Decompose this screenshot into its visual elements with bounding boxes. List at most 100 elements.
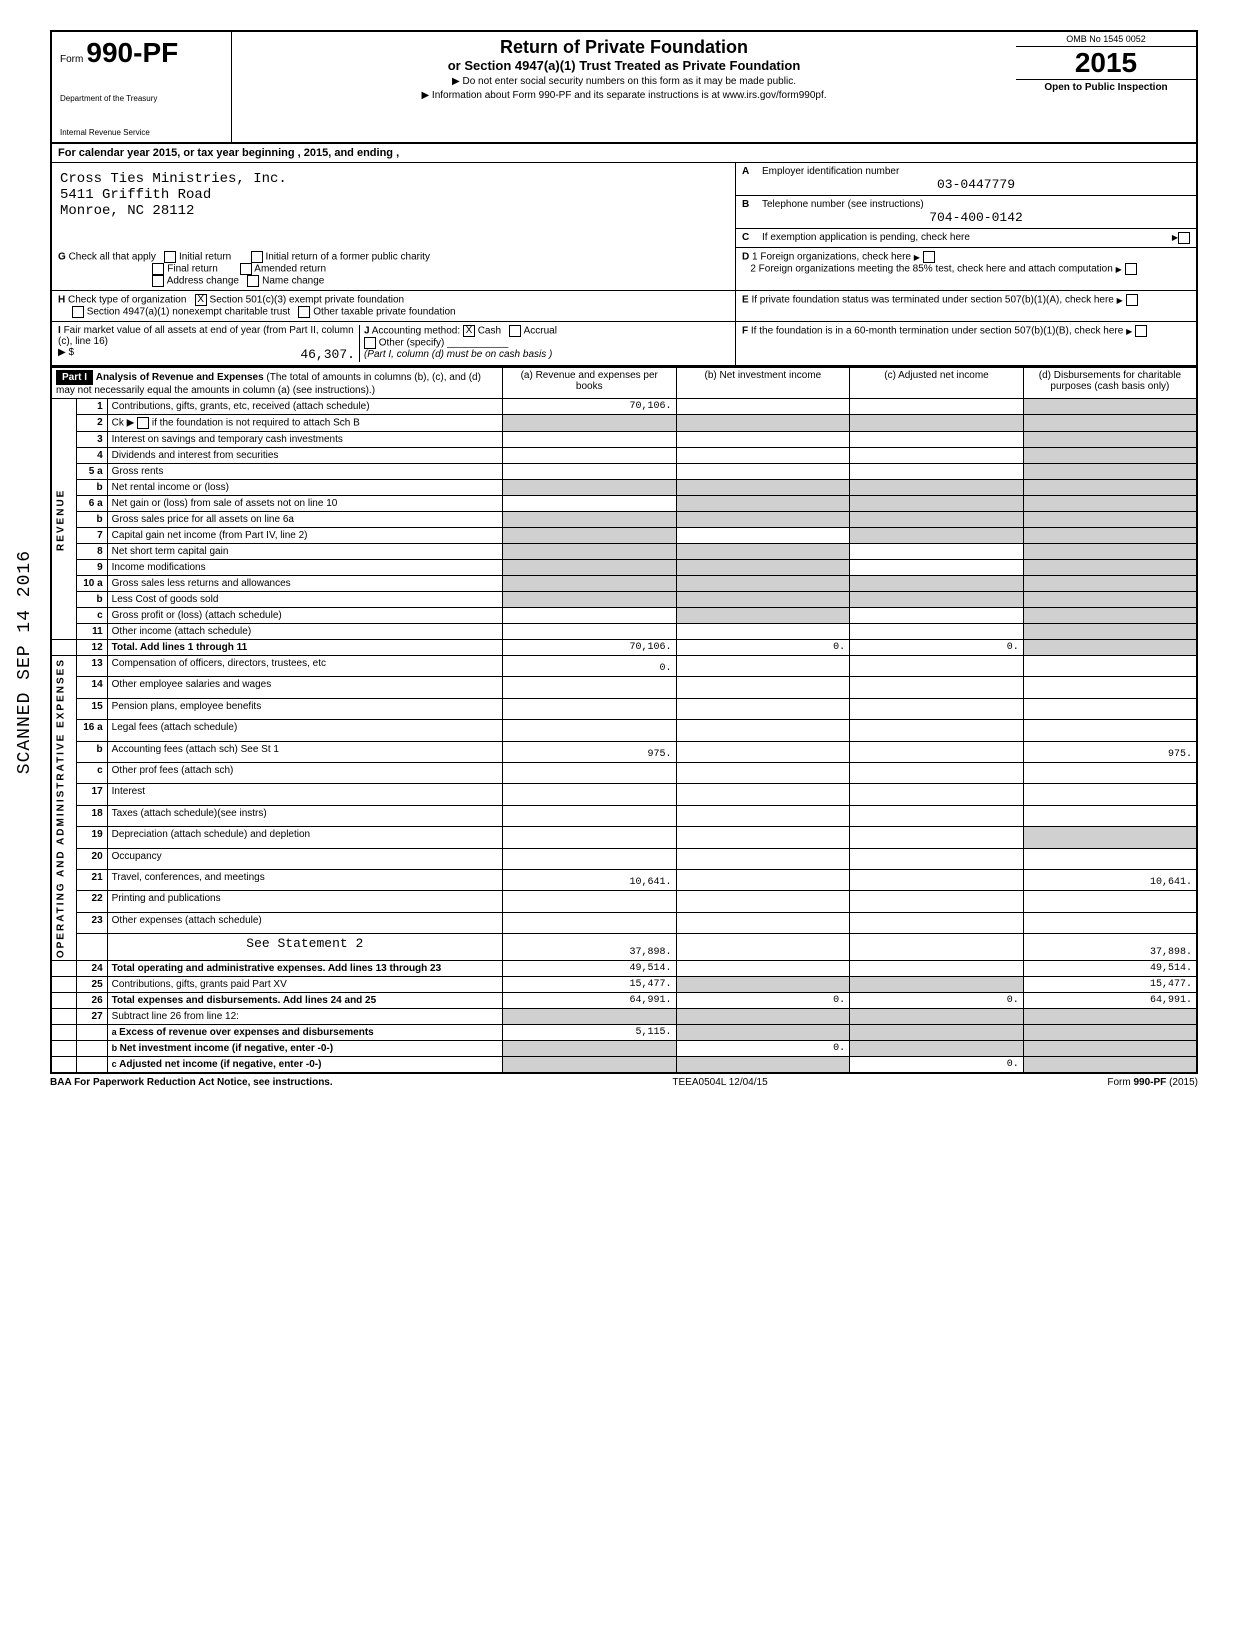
amt-21a: 10,641.: [502, 870, 676, 891]
line-desc: Other employee salaries and wages: [107, 677, 502, 698]
e-text: If private foundation status was termina…: [751, 295, 1113, 306]
checkbox-amended[interactable]: [240, 263, 252, 275]
stmt2-ref: See Statement 2: [107, 934, 502, 961]
amt-26d: 64,991.: [1023, 993, 1197, 1009]
checkbox-initial-former[interactable]: [251, 251, 263, 263]
checkbox-d1[interactable]: [923, 251, 935, 263]
checkbox-schb[interactable]: [137, 417, 149, 429]
line-desc: Depreciation (attach schedule) and deple…: [107, 827, 502, 848]
line-desc: Interest on savings and temporary cash i…: [107, 432, 502, 448]
d-label: D: [742, 252, 749, 263]
g-text: Check all that apply: [69, 252, 156, 263]
arrow-icon: [1116, 264, 1122, 275]
opt-addr: Address change: [167, 276, 239, 287]
ein-value: 03-0447779: [762, 177, 1190, 192]
amt-24a: 49,514.: [502, 961, 676, 977]
line-num: 3: [76, 432, 107, 448]
amt-23a: 37,898.: [502, 934, 676, 961]
amt-1a: 70,106.: [502, 399, 676, 415]
phone-value: 704-400-0142: [762, 210, 1190, 225]
checkbox-other-method[interactable]: [364, 337, 376, 349]
org-name: Cross Ties Ministries, Inc.: [60, 171, 727, 187]
line-desc: Pension plans, employee benefits: [107, 698, 502, 719]
line-num: 6 a: [76, 496, 107, 512]
title-main: Return of Private Foundation: [237, 37, 1011, 58]
arrow-icon: [1126, 326, 1132, 337]
checkbox-accrual[interactable]: [509, 325, 521, 337]
amt-12c: 0.: [850, 640, 1024, 656]
line-num: c: [76, 608, 107, 624]
line-num: 11: [76, 624, 107, 640]
inspection-note: Open to Public Inspection: [1016, 80, 1196, 95]
info-right-col: A Employer identification number 03-0447…: [736, 163, 1196, 248]
checkbox-f[interactable]: [1135, 325, 1147, 337]
i-label: I: [58, 325, 61, 336]
amt-12a: 70,106.: [502, 640, 676, 656]
form-header: Form 990-PF Department of the Treasury I…: [50, 30, 1198, 144]
title-sub: or Section 4947(a)(1) Trust Treated as P…: [237, 58, 1011, 73]
col-b-header: (b) Net investment income: [676, 367, 850, 399]
checkbox-cash[interactable]: X: [463, 325, 475, 337]
opt-name: Name change: [262, 276, 324, 287]
form-prefix: Form: [60, 54, 83, 65]
omb-number: OMB No 1545 0052: [1016, 32, 1196, 47]
amt-25a: 15,477.: [502, 977, 676, 993]
box-b-text: Telephone number (see instructions): [762, 199, 1190, 210]
header-left: Form 990-PF Department of the Treasury I…: [52, 32, 232, 142]
line-num: 9: [76, 560, 107, 576]
line-desc: Capital gain net income (from Part IV, l…: [107, 528, 502, 544]
box-b-label: B: [742, 199, 762, 225]
footer-left: BAA For Paperwork Reduction Act Notice, …: [50, 1077, 333, 1088]
org-addr2: Monroe, NC 28112: [60, 203, 727, 219]
e-label: E: [742, 295, 749, 306]
checkbox-initial-return[interactable]: [164, 251, 176, 263]
line-desc: Gross sales less returns and allowances: [107, 576, 502, 592]
line-num: 4: [76, 448, 107, 464]
amt-26c: 0.: [850, 993, 1024, 1009]
j-cash: Cash: [478, 326, 501, 337]
checkbox-other-tax[interactable]: [298, 306, 310, 318]
header-right: OMB No 1545 0052 2015 Open to Public Ins…: [1016, 32, 1196, 142]
line-desc: Subtract line 26 from line 12:: [107, 1009, 502, 1025]
line-num: 14: [76, 677, 107, 698]
box-c-text: If exemption application is pending, che…: [762, 232, 1172, 244]
row-ij: I Fair market value of all assets at end…: [52, 322, 1196, 366]
line-desc: Accounting fees (attach sch) See St 1: [107, 741, 502, 762]
d1-text: 1 Foreign organizations, check here: [752, 252, 911, 263]
amt-27bb: 0.: [676, 1041, 850, 1057]
checkbox-addr-change[interactable]: [152, 275, 164, 287]
amt-24d: 49,514.: [1023, 961, 1197, 977]
checkbox-final[interactable]: [152, 263, 164, 275]
checkbox-d2[interactable]: [1125, 263, 1137, 275]
arrow-icon: [914, 252, 920, 263]
line-num: 21: [76, 870, 107, 891]
checkbox-501c3[interactable]: X: [195, 294, 207, 306]
checkbox-e[interactable]: [1126, 294, 1138, 306]
checkbox-c[interactable]: [1178, 232, 1190, 244]
form-number: 990-PF: [86, 37, 178, 68]
h-opt2: Section 4947(a)(1) nonexempt charitable …: [87, 307, 290, 318]
amt-25d: 15,477.: [1023, 977, 1197, 993]
footer-center: TEEA0504L 12/04/15: [672, 1077, 767, 1088]
part1-title: Analysis of Revenue and Expenses: [96, 372, 264, 383]
line-desc: Other expenses (attach schedule): [107, 912, 502, 933]
line-desc: Interest: [107, 784, 502, 805]
line-num: 26: [76, 993, 107, 1009]
info-section: Cross Ties Ministries, Inc. 5411 Griffit…: [50, 163, 1198, 248]
scanned-stamp: SCANNED SEP 14 2016: [15, 550, 35, 774]
col-a-header: (a) Revenue and expenses per books: [502, 367, 676, 399]
revenue-side-label: REVENUE: [51, 399, 76, 640]
line-desc: Total expenses and disbursements. Add li…: [107, 993, 502, 1009]
d2-text: 2 Foreign organizations meeting the 85% …: [750, 264, 1112, 275]
line-desc: Contributions, gifts, grants, etc, recei…: [107, 399, 502, 415]
line-num: c: [76, 763, 107, 784]
row-g: G Check all that apply Initial return In…: [52, 248, 1196, 291]
j-accrual: Accrual: [524, 326, 557, 337]
line-num: 13: [76, 656, 107, 677]
amt-27aa: 5,115.: [502, 1025, 676, 1041]
checkbox-4947[interactable]: [72, 306, 84, 318]
line-desc: Net gain or (loss) from sale of assets n…: [107, 496, 502, 512]
line-num: 16 a: [76, 720, 107, 741]
amt-26a: 64,991.: [502, 993, 676, 1009]
checkbox-name-change[interactable]: [247, 275, 259, 287]
